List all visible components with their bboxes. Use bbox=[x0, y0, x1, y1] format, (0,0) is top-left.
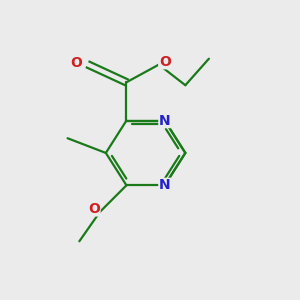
Text: O: O bbox=[88, 202, 100, 216]
Text: N: N bbox=[159, 178, 170, 192]
Text: O: O bbox=[70, 56, 82, 70]
Text: N: N bbox=[159, 114, 170, 128]
Text: O: O bbox=[159, 55, 171, 69]
